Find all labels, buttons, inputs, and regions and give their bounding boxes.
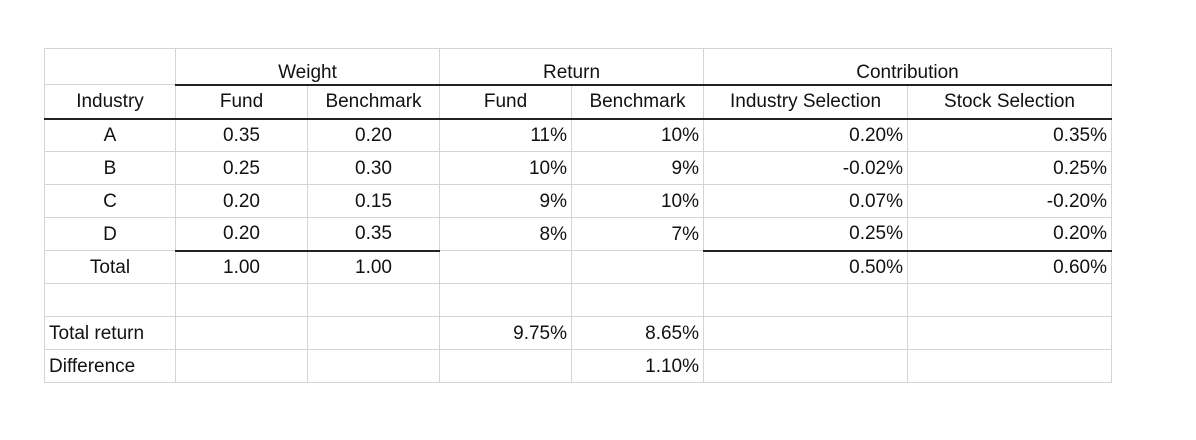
- industry-cell[interactable]: D: [44, 217, 176, 251]
- weight-fund-header[interactable]: Fund: [175, 84, 308, 120]
- stock-selection-cell[interactable]: 0.35%: [907, 118, 1112, 152]
- total-weight-fund[interactable]: 1.00: [175, 250, 308, 284]
- weight-benchmark-cell[interactable]: 0.35: [307, 217, 440, 252]
- industry-selection-cell[interactable]: 0.25%: [703, 217, 908, 252]
- industry-selection-cell[interactable]: 0.20%: [703, 118, 908, 152]
- cell-blank[interactable]: [907, 349, 1112, 383]
- table-row: B 0.25 0.30 10% 9% -0.02% 0.25%: [44, 151, 1112, 185]
- weight-fund-cell[interactable]: 0.25: [175, 151, 308, 185]
- weight-fund-cell[interactable]: 0.35: [175, 118, 308, 152]
- empty-row: [44, 283, 1112, 317]
- cell-blank[interactable]: [175, 283, 308, 317]
- cell-blank[interactable]: [439, 349, 572, 383]
- return-fund-cell[interactable]: 11%: [439, 118, 572, 152]
- contribution-group-header[interactable]: Contribution: [703, 48, 1112, 86]
- stock-selection-header[interactable]: Stock Selection: [907, 84, 1112, 120]
- industry-cell[interactable]: C: [44, 184, 176, 218]
- cell-blank[interactable]: [907, 316, 1112, 350]
- cell-blank[interactable]: [907, 283, 1112, 317]
- return-benchmark-header[interactable]: Benchmark: [571, 84, 704, 120]
- total-return-label[interactable]: Total return: [44, 316, 176, 350]
- industry-cell[interactable]: B: [44, 151, 176, 185]
- return-benchmark-cell[interactable]: 9%: [571, 151, 704, 185]
- table-row: A 0.35 0.20 11% 10% 0.20% 0.35%: [44, 118, 1112, 152]
- cell-blank[interactable]: [175, 316, 308, 350]
- stock-selection-cell[interactable]: 0.25%: [907, 151, 1112, 185]
- weight-benchmark-header[interactable]: Benchmark: [307, 84, 440, 120]
- difference-row: Difference 1.10%: [44, 349, 1112, 383]
- total-return-fund[interactable]: 9.75%: [439, 316, 572, 350]
- industry-selection-cell[interactable]: 0.07%: [703, 184, 908, 218]
- cell-blank[interactable]: [307, 316, 440, 350]
- industry-header[interactable]: Industry: [44, 84, 176, 120]
- return-group-header[interactable]: Return: [439, 48, 704, 86]
- industry-selection-header[interactable]: Industry Selection: [703, 84, 908, 120]
- header-row-groups: Weight Return Contribution: [44, 48, 1112, 86]
- weight-group-header[interactable]: Weight: [175, 48, 440, 86]
- header-row-columns: Industry Fund Benchmark Fund Benchmark I…: [44, 84, 1112, 120]
- industry-selection-cell[interactable]: -0.02%: [703, 151, 908, 185]
- cell-blank[interactable]: [439, 250, 572, 284]
- cell-blank[interactable]: [44, 283, 176, 317]
- return-fund-cell[interactable]: 9%: [439, 184, 572, 218]
- return-fund-cell[interactable]: 8%: [439, 217, 572, 251]
- cell-blank[interactable]: [307, 349, 440, 383]
- difference-value[interactable]: 1.10%: [571, 349, 704, 383]
- cell-blank[interactable]: [571, 250, 704, 284]
- difference-label[interactable]: Difference: [44, 349, 176, 383]
- total-return-row: Total return 9.75% 8.65%: [44, 316, 1112, 350]
- weight-benchmark-cell[interactable]: 0.20: [307, 118, 440, 152]
- cell-blank[interactable]: [703, 316, 908, 350]
- cell-blank[interactable]: [439, 283, 572, 317]
- cell-blank[interactable]: [703, 283, 908, 317]
- weight-fund-cell[interactable]: 0.20: [175, 217, 308, 252]
- stock-selection-cell[interactable]: -0.20%: [907, 184, 1112, 218]
- cell-blank[interactable]: [307, 283, 440, 317]
- return-benchmark-cell[interactable]: 10%: [571, 118, 704, 152]
- weight-benchmark-cell[interactable]: 0.15: [307, 184, 440, 218]
- cell-blank[interactable]: [703, 349, 908, 383]
- weight-fund-cell[interactable]: 0.20: [175, 184, 308, 218]
- table-row: D 0.20 0.35 8% 7% 0.25% 0.20%: [44, 217, 1112, 252]
- attribution-table: Weight Return Contribution Industry Fund…: [44, 48, 1112, 383]
- total-return-benchmark[interactable]: 8.65%: [571, 316, 704, 350]
- cell-blank[interactable]: [175, 349, 308, 383]
- table-row: C 0.20 0.15 9% 10% 0.07% -0.20%: [44, 184, 1112, 218]
- return-benchmark-cell[interactable]: 7%: [571, 217, 704, 251]
- return-benchmark-cell[interactable]: 10%: [571, 184, 704, 218]
- total-stock-selection[interactable]: 0.60%: [907, 250, 1112, 284]
- stock-selection-cell[interactable]: 0.20%: [907, 217, 1112, 252]
- total-industry-selection[interactable]: 0.50%: [703, 250, 908, 284]
- cell-blank[interactable]: [571, 283, 704, 317]
- cell-blank[interactable]: [44, 48, 176, 85]
- total-weight-benchmark[interactable]: 1.00: [307, 250, 440, 284]
- total-row: Total 1.00 1.00 0.50% 0.60%: [44, 250, 1112, 284]
- total-label[interactable]: Total: [44, 250, 176, 284]
- weight-benchmark-cell[interactable]: 0.30: [307, 151, 440, 185]
- return-fund-header[interactable]: Fund: [439, 84, 572, 120]
- industry-cell[interactable]: A: [44, 118, 176, 152]
- return-fund-cell[interactable]: 10%: [439, 151, 572, 185]
